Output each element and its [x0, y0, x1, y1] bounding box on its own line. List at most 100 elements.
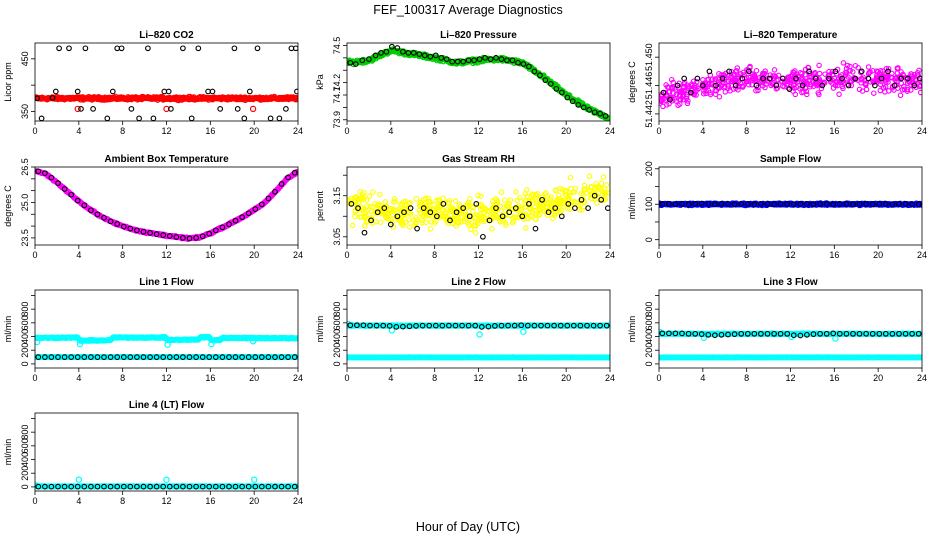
data-point: [526, 63, 532, 70]
data-point: [418, 199, 424, 205]
data-point: [347, 59, 354, 66]
y-axis-label: ml/min: [627, 193, 637, 220]
data-point: [35, 354, 42, 360]
data-point: [557, 204, 563, 210]
data-point: [400, 48, 406, 55]
data-point: [267, 115, 274, 121]
data-point: [294, 169, 298, 175]
x-tick-label: 24: [605, 126, 615, 136]
data-point: [799, 70, 805, 77]
data-point: [779, 78, 785, 85]
data-point: [107, 218, 114, 225]
x-tick-label: 24: [293, 250, 303, 260]
data-point: [826, 73, 832, 80]
x-tick-label: 4: [76, 126, 81, 136]
data-point: [836, 201, 843, 207]
data-point: [705, 201, 712, 207]
data-point: [68, 354, 75, 360]
data-point: [523, 204, 529, 210]
x-tick-label: 8: [120, 373, 125, 383]
data-point: [118, 45, 125, 52]
x-tick-label: 16: [205, 373, 215, 383]
chart-title: Li–820 CO2: [139, 30, 194, 41]
data-point: [878, 75, 885, 82]
data-point: [753, 87, 759, 94]
data-point: [482, 55, 488, 61]
data-point: [519, 213, 526, 220]
x-tick-label: 16: [517, 250, 527, 260]
data-point: [180, 45, 186, 52]
data-point: [114, 221, 121, 227]
data-point: [413, 214, 419, 221]
x-tick-label: 4: [700, 126, 705, 136]
x-tick-label: 12: [785, 250, 795, 260]
y-tick-label: 200: [644, 161, 654, 176]
data-point: [375, 202, 381, 209]
series-2: [347, 43, 609, 119]
chart-title: Sample Flow: [760, 154, 821, 165]
data-point: [387, 207, 393, 214]
data-point: [498, 189, 505, 196]
data-point: [476, 56, 483, 62]
data-point: [212, 227, 219, 234]
series-1: [35, 333, 298, 348]
data-point: [716, 76, 723, 82]
data-point: [719, 75, 726, 82]
data-point: [885, 66, 892, 72]
data-point: [68, 191, 75, 198]
data-point: [777, 201, 784, 207]
x-tick-label: 8: [120, 126, 125, 136]
data-point: [450, 216, 456, 222]
data-point: [586, 173, 593, 180]
data-point: [872, 77, 879, 84]
data-point: [446, 200, 452, 206]
data-point: [514, 197, 520, 204]
data-point: [407, 205, 414, 211]
data-point: [885, 68, 891, 75]
data-point: [150, 115, 157, 121]
data-point: [219, 354, 226, 360]
data-point: [810, 201, 817, 208]
data-point: [852, 63, 859, 69]
data-point: [865, 64, 872, 70]
data-point: [356, 196, 363, 202]
data-point: [258, 354, 265, 360]
plot-area: [35, 45, 298, 121]
series-2: [660, 68, 922, 103]
data-point: [829, 68, 836, 75]
x-tick-label: 16: [205, 250, 215, 260]
data-point: [489, 226, 495, 232]
data-point: [440, 201, 447, 207]
data-point: [741, 75, 748, 81]
data-point: [533, 192, 540, 199]
data-point: [368, 217, 374, 224]
x-tick-label: 12: [785, 126, 795, 136]
data-point: [114, 354, 121, 360]
plot-area: [347, 320, 610, 361]
data-point: [869, 201, 876, 208]
data-point: [849, 78, 855, 84]
data-point: [536, 197, 543, 203]
data-point: [81, 202, 88, 209]
data-point: [816, 91, 822, 98]
data-point: [48, 174, 55, 181]
data-point: [685, 98, 691, 104]
data-point: [515, 59, 521, 66]
data-point: [811, 70, 817, 77]
data-point: [783, 81, 790, 88]
series-2: [35, 45, 298, 121]
data-point: [904, 75, 911, 82]
data-point: [232, 217, 239, 224]
data-point: [425, 195, 432, 202]
data-point: [706, 68, 713, 75]
data-point: [173, 234, 180, 240]
data-point: [522, 197, 528, 204]
data-point: [679, 201, 685, 207]
data-point: [872, 82, 878, 89]
data-point: [490, 209, 497, 216]
data-point: [245, 210, 252, 217]
data-point: [400, 222, 406, 229]
